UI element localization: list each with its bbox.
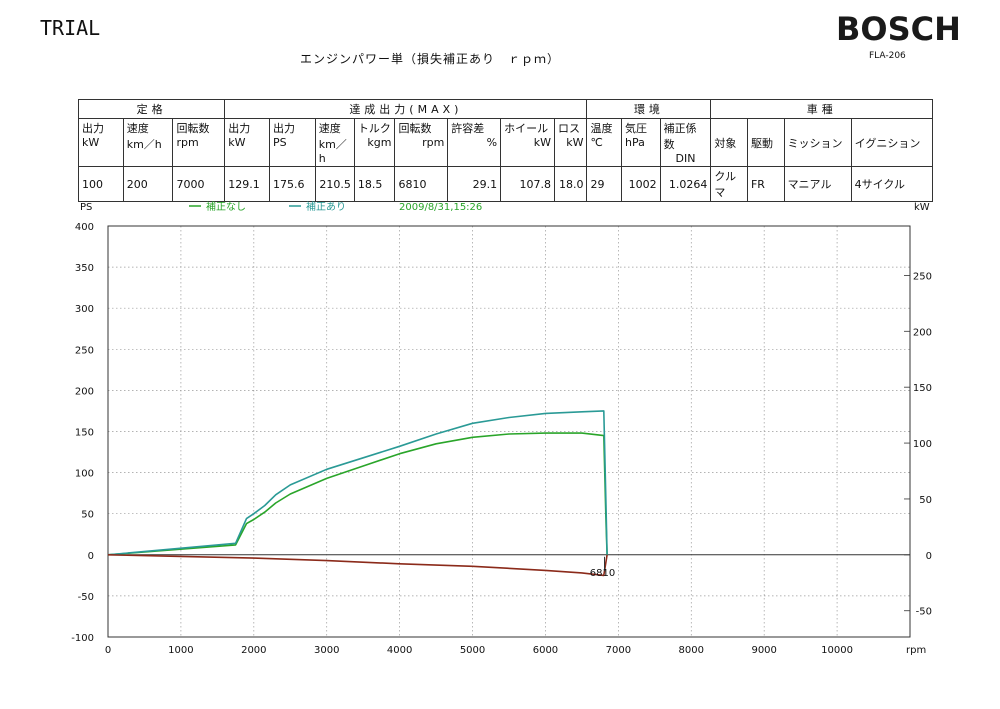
header-cell: 回転数 rpm	[394, 118, 449, 167]
header-cell: 回転数 rpm	[172, 118, 226, 167]
value-cell: 210.5	[314, 166, 355, 202]
x-tick-label: 3000	[314, 645, 339, 656]
y-left-tick-label: 50	[81, 510, 94, 521]
y-left-tick-label: 0	[88, 551, 94, 562]
value-cell: 175.6	[269, 166, 316, 202]
header-cell: 温度 ℃	[586, 118, 622, 167]
trial-label: TRIAL	[40, 16, 101, 40]
value-cell: 18.5	[353, 166, 396, 202]
y-left-unit: PS	[80, 202, 92, 213]
header-cell: ホイール kW	[500, 118, 555, 167]
header-cell: 速度 km／h	[122, 118, 174, 167]
timestamp: 2009/8/31,15:26	[399, 202, 482, 213]
value-cell: 4サイクル	[850, 166, 934, 202]
y-right-tick-label: 200	[913, 327, 932, 338]
bosch-logo: BOSCH	[836, 10, 961, 48]
y-left-tick-label: 100	[75, 469, 94, 480]
max-rpm-label: 6810	[590, 568, 615, 579]
value-cell: 18.0	[553, 166, 588, 202]
x-tick-label: 9000	[751, 645, 776, 656]
y-right-tick-label: 150	[913, 383, 932, 394]
header-cell: 補正係数 DIN	[659, 118, 712, 167]
x-tick-label: 1000	[168, 645, 193, 656]
y-left-tick-label: 300	[75, 304, 94, 315]
value-cell: 6810	[394, 166, 449, 202]
value-cell: 1002	[621, 166, 661, 202]
value-cell: マニアル	[783, 166, 852, 202]
report-subtitle: エンジンパワー単（損失補正あり ｒｐｍ）	[300, 52, 561, 66]
header-cell: 出力 kW	[78, 118, 124, 167]
header-cell: 速度 km／h	[314, 118, 355, 167]
header-cell: 出力 PS	[269, 118, 316, 167]
legend-uncorrected: 補正なし	[206, 200, 246, 213]
value-cell: 200	[122, 166, 174, 202]
y-left-tick-label: -100	[71, 633, 94, 644]
header-cell: イグニション	[850, 118, 934, 167]
model-label: FLA-206	[869, 51, 906, 61]
legend-corrected: 補正あり	[306, 200, 346, 213]
y-left-tick-label: 150	[75, 428, 94, 439]
header-cell: 駆動	[746, 118, 785, 167]
y-right-tick-label: 100	[913, 439, 932, 450]
header-cell: ミッション	[783, 118, 852, 167]
y-left-tick-label: 350	[75, 263, 94, 274]
x-tick-label: 2000	[241, 645, 266, 656]
y-right-tick-label: -50	[916, 607, 932, 618]
y-right-tick-label: 0	[926, 551, 932, 562]
value-cell: 1.0264	[659, 166, 712, 202]
y-right-unit: kW	[914, 202, 930, 213]
x-tick-label: 6000	[533, 645, 558, 656]
value-cell: 129.1	[224, 166, 270, 202]
y-left-tick-label: 400	[75, 222, 94, 233]
y-right-tick-label: 50	[919, 495, 932, 506]
series-line-loss	[107, 554, 608, 577]
value-cell: 107.8	[500, 166, 555, 202]
value-cell: 29.1	[447, 166, 502, 202]
x-tick-label: 8000	[679, 645, 704, 656]
value-cell: 7000	[172, 166, 226, 202]
series-line-corrected	[107, 410, 608, 556]
spec-table: 定格 達成出力(MAX) 環境 車種 出力 kW 速度 km／h 回転数 rpm 出力…	[77, 99, 934, 202]
y-left-tick-label: -50	[78, 592, 94, 603]
x-tick-label: 10000	[821, 645, 853, 656]
plot-frame	[107, 225, 911, 638]
x-tick-label: 4000	[387, 645, 412, 656]
y-left-tick-label: 250	[75, 345, 94, 356]
table-value-row: 100 200 7000 129.1 175.6 210.5 18.5 6810…	[78, 166, 934, 202]
header-cell: 気圧 hPa	[621, 118, 661, 167]
header-cell: 許容差%	[447, 118, 502, 167]
x-tick-label: 5000	[460, 645, 485, 656]
y-left-tick-label: 200	[75, 386, 94, 397]
x-tick-label: 7000	[606, 645, 631, 656]
x-tick-label: 0	[105, 645, 111, 656]
table-header-row: 出力 kW 速度 km／h 回転数 rpm 出力 kW 出力 PS 速度 km／h トルク k…	[78, 118, 934, 167]
value-cell: クルマ	[710, 166, 748, 202]
value-cell: 100	[78, 166, 124, 202]
value-cell: 29	[586, 166, 622, 202]
value-cell: FR	[746, 166, 785, 202]
header-cell: トルク kgm	[353, 118, 396, 167]
y-right-tick-label: 250	[913, 271, 932, 282]
series-line-uncorrected	[107, 432, 608, 556]
x-axis-unit: rpm	[906, 645, 926, 656]
